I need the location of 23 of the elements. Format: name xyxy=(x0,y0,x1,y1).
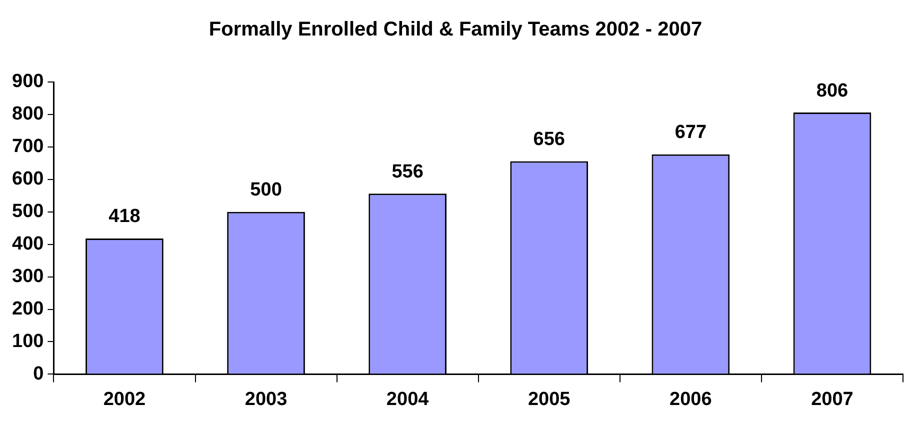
y-tick-label: 100 xyxy=(12,330,44,352)
data-label: 656 xyxy=(533,128,565,150)
chart-title: Formally Enrolled Child & Family Teams 2002 - 2007 xyxy=(208,18,702,41)
data-label: 556 xyxy=(392,161,424,182)
y-tick-label: 600 xyxy=(12,168,44,190)
data-label: 806 xyxy=(816,80,848,102)
x-tick-label: 2003 xyxy=(244,388,288,410)
x-tick-label: 2002 xyxy=(103,388,146,410)
y-tick-label: 800 xyxy=(12,104,44,125)
y-tick-label: 500 xyxy=(12,201,44,222)
data-label: 418 xyxy=(108,206,140,228)
y-tick-label: 900 xyxy=(12,71,44,92)
y-tick-label: 200 xyxy=(12,298,44,320)
data-label: 500 xyxy=(250,180,282,201)
y-tick-label: 0 xyxy=(33,363,44,384)
y-tick-label: 400 xyxy=(12,234,44,255)
x-tick-label: 2004 xyxy=(386,388,430,410)
data-label: 677 xyxy=(674,122,707,144)
x-tick-label: 2006 xyxy=(670,388,712,410)
x-tick-label: 2005 xyxy=(528,388,571,410)
y-tick-label: 700 xyxy=(12,136,44,158)
y-tick-label: 300 xyxy=(12,266,44,288)
x-tick-label: 2007 xyxy=(811,388,854,410)
